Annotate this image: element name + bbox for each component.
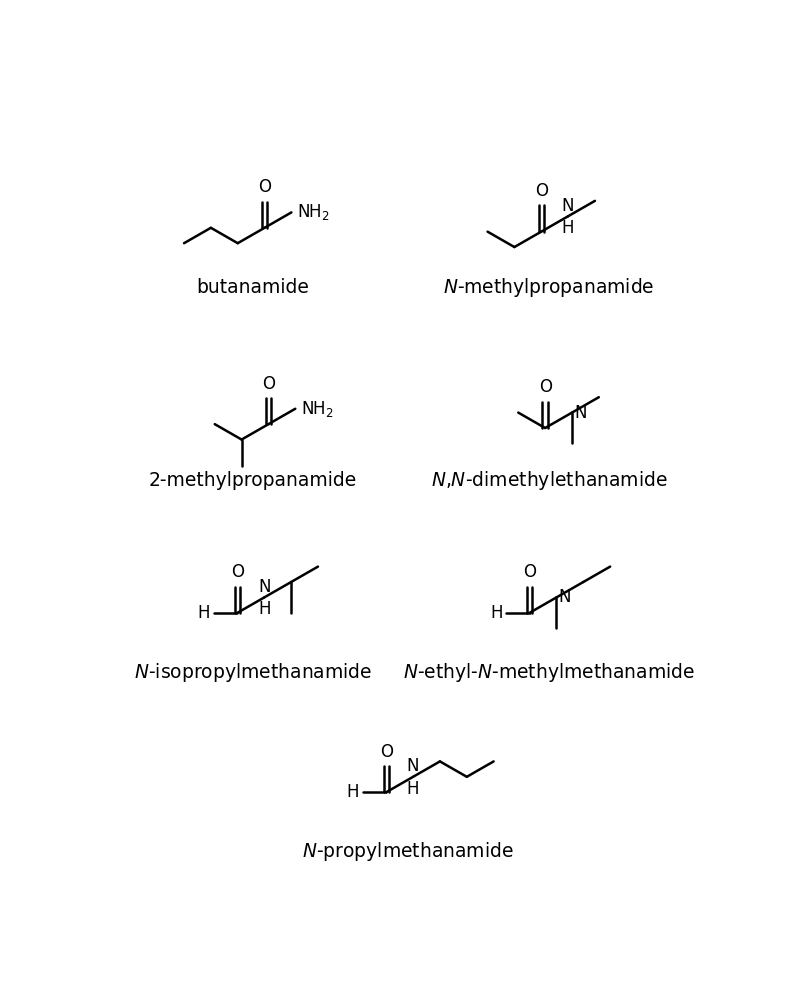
Text: O: O	[539, 378, 552, 396]
Text: O: O	[380, 743, 392, 761]
Text: N: N	[559, 588, 572, 606]
Text: N: N	[562, 197, 575, 215]
Text: $\mathit{N}$-methylpropanamide: $\mathit{N}$-methylpropanamide	[443, 276, 655, 299]
Text: NH$_2$: NH$_2$	[301, 399, 334, 419]
Text: H: H	[346, 783, 359, 801]
Text: $\mathit{N}$-ethyl-$\mathit{N}$-methylmethanamide: $\mathit{N}$-ethyl-$\mathit{N}$-methylme…	[403, 661, 695, 684]
Text: O: O	[523, 563, 537, 581]
Text: $\mathit{N}$-isopropylmethanamide: $\mathit{N}$-isopropylmethanamide	[134, 661, 372, 684]
Text: O: O	[535, 182, 548, 200]
Text: H: H	[407, 780, 419, 798]
Text: N: N	[407, 757, 419, 775]
Text: O: O	[262, 375, 275, 393]
Text: H: H	[490, 604, 502, 622]
Text: H: H	[258, 600, 271, 618]
Text: N: N	[258, 578, 271, 596]
Text: N: N	[574, 404, 587, 422]
Text: H: H	[562, 219, 575, 237]
Text: $\mathit{N}$-propylmethanamide: $\mathit{N}$-propylmethanamide	[302, 840, 514, 863]
Text: H: H	[198, 604, 210, 622]
Text: $\mathit{N}$,$\mathit{N}$-dimethylethanamide: $\mathit{N}$,$\mathit{N}$-dimethylethana…	[431, 469, 667, 492]
Text: NH$_2$: NH$_2$	[297, 202, 330, 222]
Text: 2-methylpropanamide: 2-methylpropanamide	[149, 471, 357, 490]
Text: butanamide: butanamide	[197, 278, 310, 297]
Text: O: O	[231, 563, 244, 581]
Text: O: O	[258, 178, 271, 196]
